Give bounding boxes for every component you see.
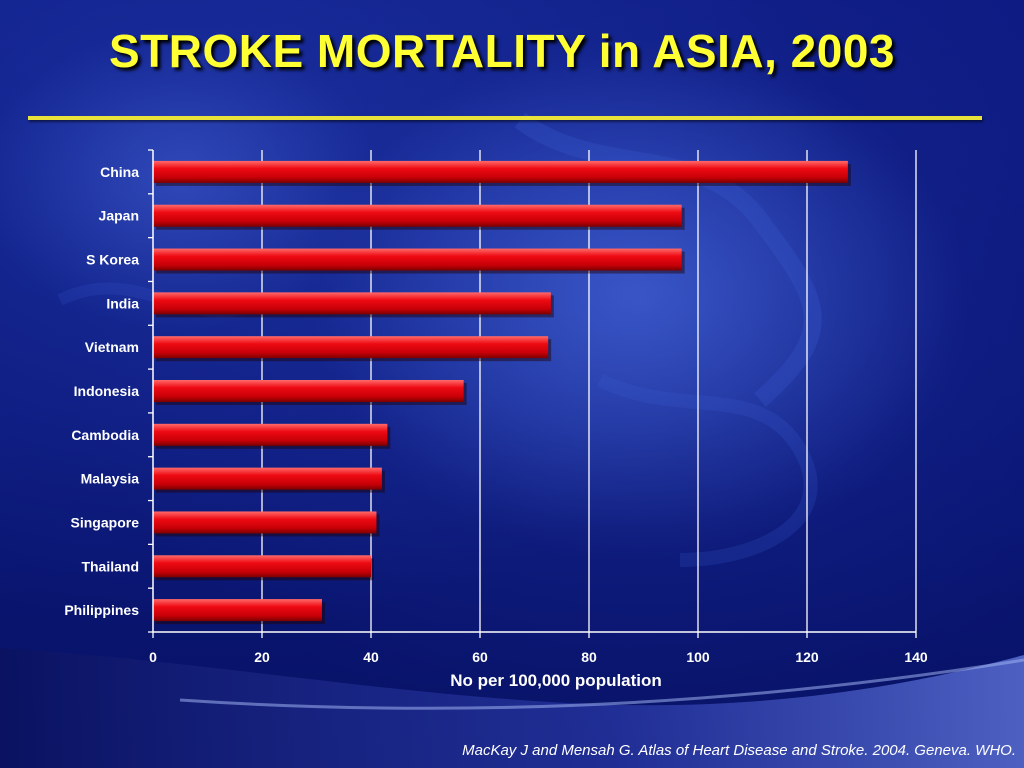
category-label-singapore: Singapore: [71, 514, 140, 530]
bar-japan: [153, 204, 682, 227]
bar-india: [153, 292, 551, 315]
x-tick-label-0: 0: [149, 649, 157, 665]
category-label-indonesia: Indonesia: [74, 383, 140, 399]
bar-cambodia: [153, 423, 388, 446]
source-citation: MacKay J and Mensah G. Atlas of Heart Di…: [462, 742, 1016, 759]
slide-title: STROKE MORTALITY in ASIA, 2003: [108, 25, 896, 77]
category-label-india: India: [106, 295, 139, 311]
category-label-s-korea: S Korea: [86, 252, 139, 268]
category-label-vietnam: Vietnam: [85, 339, 139, 355]
x-tick-label-120: 120: [795, 649, 819, 665]
category-label-thailand: Thailand: [81, 558, 139, 574]
title-divider: [28, 116, 982, 120]
x-tick-label-60: 60: [472, 649, 488, 665]
bar-indonesia: [153, 380, 464, 402]
bar-singapore: [153, 511, 377, 534]
x-tick-label-40: 40: [363, 649, 379, 665]
bar-china: [153, 160, 848, 183]
x-tick-label-20: 20: [254, 649, 270, 665]
x-tick-label-100: 100: [686, 649, 710, 665]
axes: [148, 149, 917, 638]
bar-vietnam: [153, 336, 549, 359]
x-tick-label-80: 80: [581, 649, 597, 665]
x-axis-title: No per 100,000 population: [450, 671, 662, 690]
x-tick-label-140: 140: [904, 649, 928, 665]
bars: [153, 160, 851, 625]
bar-philippines: [153, 599, 322, 622]
bar-thailand: [153, 555, 371, 578]
category-label-cambodia: Cambodia: [71, 427, 139, 443]
bar-malaysia: [153, 467, 382, 490]
category-label-philippines: Philippines: [64, 602, 139, 618]
category-label-japan: Japan: [99, 208, 139, 224]
category-label-china: China: [100, 164, 139, 180]
bar-s-korea: [153, 248, 682, 271]
labels: 0 20 40 60 80 100 120 140 China Japan S Korea India…: [64, 164, 928, 690]
category-label-malaysia: Malaysia: [81, 471, 140, 487]
